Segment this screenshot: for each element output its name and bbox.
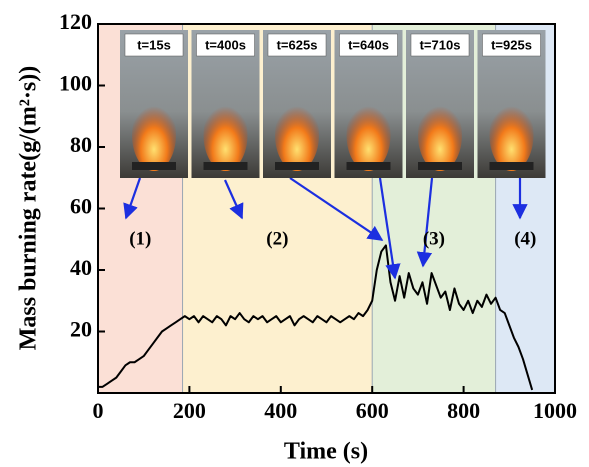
- photo-label-box: [482, 33, 541, 57]
- x-tick-label: 600: [356, 398, 389, 423]
- photo-pan: [203, 162, 248, 170]
- photo-label: t=15s: [137, 37, 171, 52]
- photo-flame: [489, 99, 534, 171]
- y-tick-label: 100: [59, 71, 92, 96]
- photo-label: t=710s: [420, 37, 461, 52]
- plot: [98, 244, 534, 391]
- photo: t=625s: [263, 30, 331, 178]
- photo: t=15s: [120, 30, 188, 178]
- y-tick-label: 40: [70, 255, 92, 280]
- phase-label: (4): [514, 228, 536, 249]
- arrow: [378, 177, 401, 280]
- photo-pan: [275, 162, 319, 170]
- y-tick-label: 20: [70, 317, 92, 342]
- photo: t=925s: [477, 30, 546, 178]
- arrow: [416, 177, 434, 268]
- photo: t=640s: [334, 30, 403, 178]
- phase-label: (1): [129, 228, 151, 249]
- photo-label-box: [267, 33, 327, 57]
- photo-flame: [418, 99, 462, 171]
- photo-flame: [203, 99, 248, 171]
- photo-label: t=625s: [277, 37, 318, 52]
- photo-pan: [132, 162, 176, 170]
- photo-label: t=925s: [491, 37, 532, 52]
- x-tick-label: 800: [447, 398, 480, 423]
- x-tick-label: 0: [93, 398, 104, 423]
- photo-pan: [489, 162, 534, 170]
- arrow: [289, 177, 384, 241]
- x-tick-label: 400: [264, 398, 297, 423]
- photo-label-box: [124, 33, 184, 57]
- arrow: [223, 179, 244, 220]
- photo-label: t=640s: [348, 37, 389, 52]
- photo-arrows: [123, 177, 528, 280]
- photo-pan: [418, 162, 462, 170]
- y-axis-title: Mass burning rate(g/(m²·s)): [16, 66, 42, 351]
- y-tick-label: 120: [59, 9, 92, 34]
- y-tick-label: 60: [70, 194, 92, 219]
- photo-flame: [132, 99, 176, 171]
- arrow: [123, 177, 142, 220]
- x-axis-title: Time (s): [284, 439, 368, 465]
- x-tick-label: 1000: [533, 398, 577, 423]
- phase-label: (3): [423, 228, 445, 249]
- photo-label: t=400s: [205, 37, 246, 52]
- photo-flame: [275, 99, 319, 171]
- data-line: [98, 244, 534, 391]
- photo-flame: [346, 99, 391, 171]
- photo: t=400s: [191, 30, 260, 178]
- phase-label: (2): [266, 228, 288, 249]
- photo-label-box: [410, 33, 470, 57]
- photo-label-box: [339, 33, 398, 57]
- x-tick-label: 200: [173, 398, 206, 423]
- photo: t=710s: [406, 30, 474, 178]
- photo-pan: [346, 162, 391, 170]
- y-tick-label: 80: [70, 132, 92, 157]
- photo-label-box: [196, 33, 255, 57]
